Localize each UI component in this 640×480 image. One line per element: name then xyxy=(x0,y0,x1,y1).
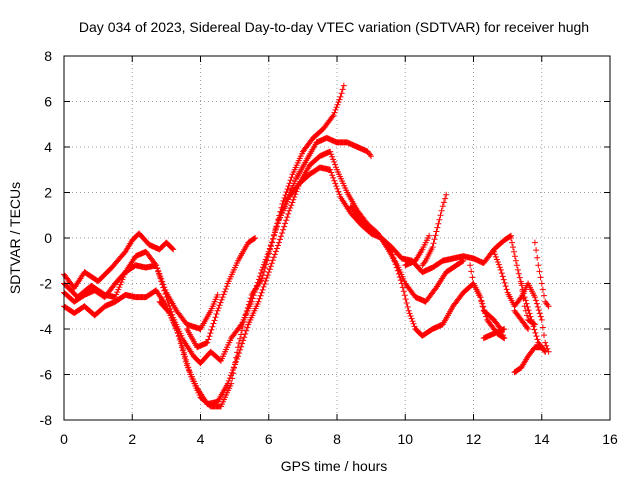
data-series xyxy=(531,239,552,310)
x-tick-label: 0 xyxy=(60,431,68,447)
data-series xyxy=(272,134,375,232)
y-tick-label: -2 xyxy=(40,276,53,292)
x-tick-label: 16 xyxy=(602,431,618,447)
axis-ticks xyxy=(63,55,611,421)
plus-markers xyxy=(402,232,433,269)
data-series xyxy=(419,191,450,269)
x-tick-labels: 0 2 4 6 8 10 12 14 16 xyxy=(60,431,618,447)
y-tick-label: 8 xyxy=(44,48,52,64)
plus-markers xyxy=(511,344,549,376)
plus-markers xyxy=(511,307,532,332)
y-tick-label: -8 xyxy=(40,412,53,428)
x-tick-label: 4 xyxy=(197,431,205,447)
plus-markers xyxy=(518,280,538,328)
y-tick-label: -4 xyxy=(40,321,53,337)
x-axis-label: GPS time / hours xyxy=(281,458,388,474)
plus-markers xyxy=(183,235,259,351)
x-tick-label: 2 xyxy=(128,431,136,447)
plus-markers xyxy=(419,191,450,269)
y-axis-label: SDTVAR / TECUs xyxy=(7,182,23,294)
plus-markers xyxy=(480,326,508,342)
plus-markers xyxy=(272,134,375,232)
grid-lines xyxy=(64,56,610,420)
plus-markers xyxy=(531,239,552,310)
data-series xyxy=(480,326,508,342)
x-tick-label: 10 xyxy=(397,431,413,447)
x-tick-label: 6 xyxy=(265,431,273,447)
data-series xyxy=(511,344,549,376)
y-tick-label: 4 xyxy=(44,139,52,155)
y-tick-labels: -8 -6 -4 -2 0 2 4 6 8 xyxy=(40,48,53,428)
data-series xyxy=(511,307,532,332)
y-tick-label: 2 xyxy=(44,185,52,201)
chart-title: Day 034 of 2023, Sidereal Day-to-day VTE… xyxy=(79,19,589,35)
y-tick-label: 0 xyxy=(44,230,52,246)
x-tick-label: 12 xyxy=(466,431,482,447)
y-tick-label: -6 xyxy=(40,367,53,383)
data-series xyxy=(402,232,433,269)
data-series xyxy=(183,235,259,351)
y-tick-label: 6 xyxy=(44,94,52,110)
x-tick-label: 8 xyxy=(333,431,341,447)
data-series xyxy=(518,280,538,328)
x-tick-label: 14 xyxy=(534,431,550,447)
